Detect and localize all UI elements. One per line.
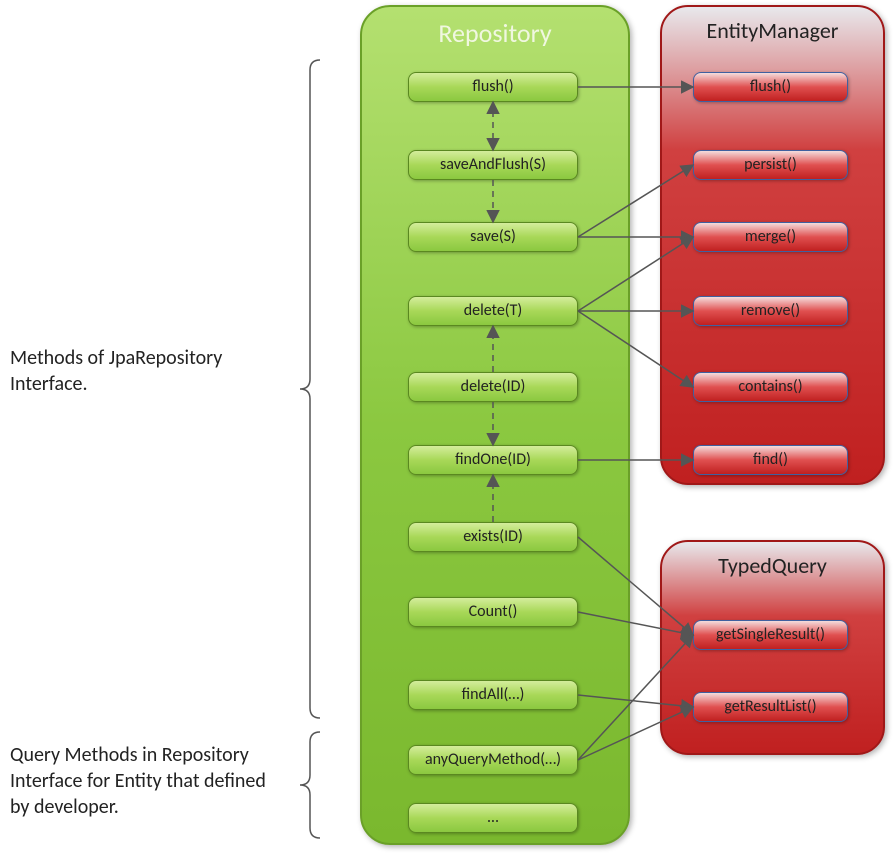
node-findall: findAll(…) bbox=[408, 680, 578, 710]
node-em-flush: flush() bbox=[693, 72, 848, 102]
node-findone: findOne(ID) bbox=[408, 445, 578, 475]
label-jpa-text: Methods of JpaRepository Interface. bbox=[10, 346, 222, 396]
diagram-root: Repository EntityManager TypedQuery flus… bbox=[0, 0, 895, 864]
node-flush: flush() bbox=[408, 72, 578, 102]
label-jpa-methods: Methods of JpaRepository Interface. bbox=[10, 345, 250, 397]
typedquery-title: TypedQuery bbox=[662, 552, 883, 579]
repository-panel: Repository bbox=[360, 5, 630, 845]
label-query-text: Query Methods in Repository Interface fo… bbox=[10, 743, 266, 819]
node-em-find: find() bbox=[693, 445, 848, 475]
node-count: Count() bbox=[408, 597, 578, 627]
node-em-remove: remove() bbox=[693, 296, 848, 326]
entitymanager-title: EntityManager bbox=[662, 17, 883, 44]
node-em-contains: contains() bbox=[693, 372, 848, 402]
node-em-merge: merge() bbox=[693, 222, 848, 252]
node-ellipsis: … bbox=[408, 803, 578, 833]
node-save: save(S) bbox=[408, 222, 578, 252]
node-delete-t: delete(T) bbox=[408, 296, 578, 326]
node-saveandflush: saveAndFlush(S) bbox=[408, 150, 578, 180]
repository-title: Repository bbox=[362, 17, 628, 49]
node-tq-getlist: getResultList() bbox=[693, 692, 848, 722]
label-query-methods: Query Methods in Repository Interface fo… bbox=[10, 742, 270, 820]
node-delete-id: delete(ID) bbox=[408, 372, 578, 402]
node-exists: exists(ID) bbox=[408, 522, 578, 552]
node-em-persist: persist() bbox=[693, 150, 848, 180]
node-tq-getsingle: getSingleResult() bbox=[693, 620, 848, 650]
node-anyquery: anyQueryMethod(…) bbox=[408, 745, 578, 775]
